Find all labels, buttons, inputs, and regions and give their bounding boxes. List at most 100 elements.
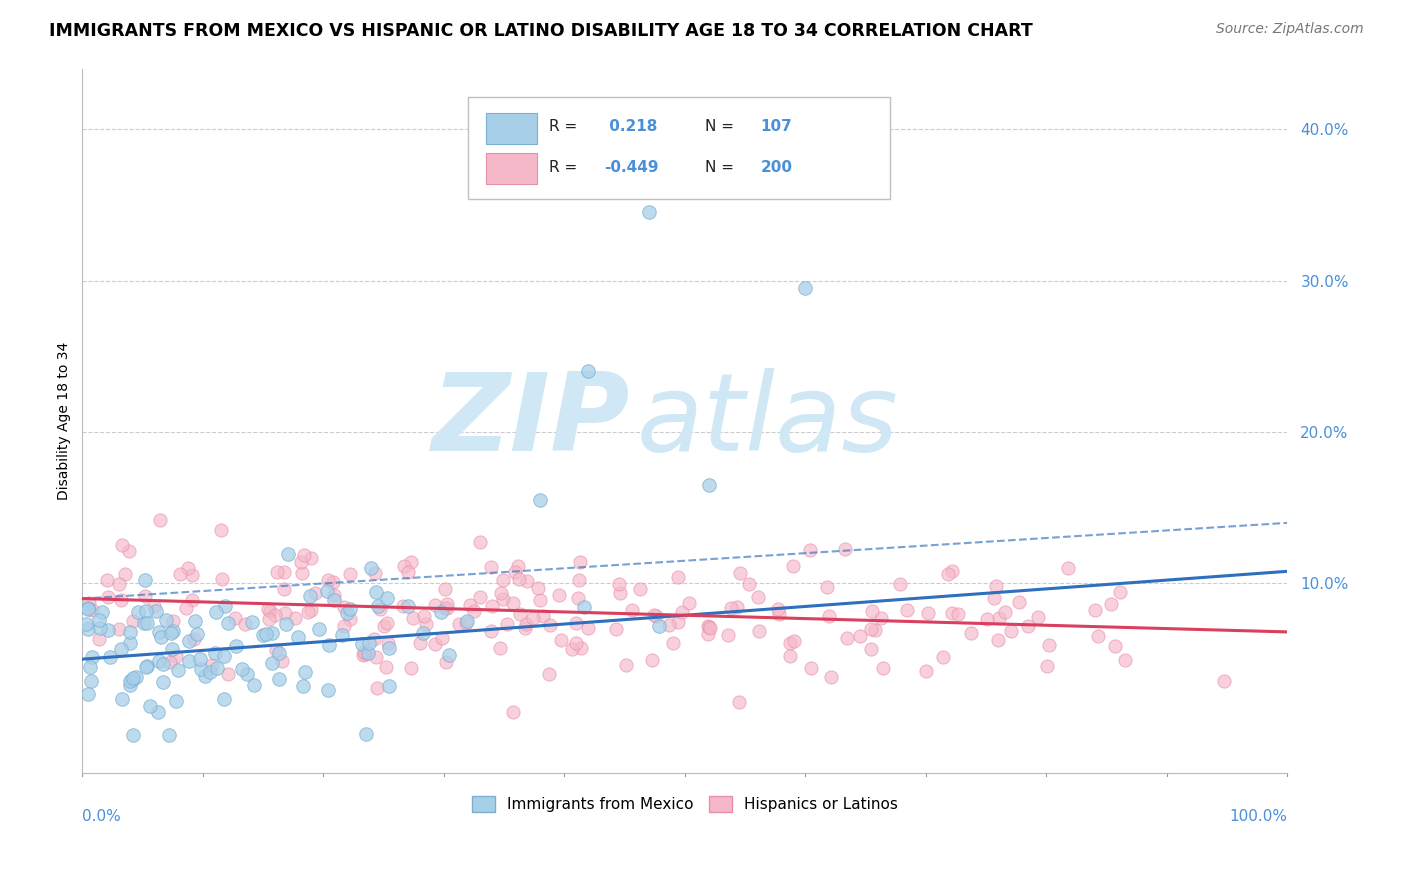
Point [263,608,285,623]
Point [277,547,299,561]
Point [641,652,664,666]
Point [747,591,769,605]
Point [800,661,823,675]
Point [236,667,259,681]
Point [169,567,191,582]
Point [647,619,669,633]
Point [481,624,503,639]
Point [434,601,457,615]
Point [225,639,247,653]
Point [339,612,361,626]
Point [271,654,294,668]
Point [264,642,287,657]
Point [97,624,120,638]
FancyBboxPatch shape [486,113,537,144]
Point [1000,624,1022,638]
Point [860,604,883,618]
Point [96,574,118,588]
Point [412,608,434,623]
Point [165,694,187,708]
Point [352,637,374,651]
Point [489,640,512,655]
Point [367,599,389,614]
Point [77,687,100,701]
Point [139,698,162,713]
Point [889,576,911,591]
Point [294,665,316,679]
Point [1017,619,1039,633]
Text: atlas: atlas [637,368,898,473]
Point [360,561,382,575]
Point [80,674,103,689]
Point [815,580,838,594]
Point [100,649,122,664]
Text: 0.0%: 0.0% [83,809,121,824]
Point [177,561,200,575]
Point [502,596,524,610]
Point [132,615,155,630]
Point [125,670,148,684]
Y-axis label: Disability Age 18 to 34: Disability Age 18 to 34 [58,342,72,500]
Point [352,648,374,663]
Point [872,661,894,675]
Point [565,635,588,649]
Point [728,695,751,709]
Point [322,589,344,603]
Point [308,622,330,636]
Point [914,665,936,679]
Point [717,628,740,642]
Point [121,673,143,688]
Point [454,616,477,631]
Point [375,616,398,631]
Point [77,622,100,636]
Point [214,691,236,706]
Legend: Immigrants from Mexico, Hispanics or Latinos: Immigrants from Mexico, Hispanics or Lat… [465,789,904,818]
Point [148,625,170,640]
Point [201,658,224,673]
Point [267,647,290,661]
Point [502,706,524,720]
Point [1038,639,1060,653]
Point [180,568,202,582]
Point [77,596,100,610]
Point [509,607,531,622]
Text: N =: N = [706,160,740,175]
Point [76,601,98,615]
Point [436,597,458,611]
Point [145,604,167,618]
Point [333,619,356,633]
Point [748,624,770,638]
Point [110,642,132,657]
Point [531,609,554,624]
Point [257,602,280,616]
Point [136,615,159,630]
Text: Source: ZipAtlas.com: Source: ZipAtlas.com [1216,22,1364,37]
Point [432,632,454,646]
Point [609,586,631,600]
Point [159,655,181,669]
Point [481,599,503,614]
Point [479,560,502,574]
Point [984,578,1007,592]
Point [155,613,177,627]
Point [779,636,801,650]
Point [79,660,101,674]
Text: N =: N = [706,120,740,135]
Point [299,603,322,617]
Point [157,728,180,742]
Point [697,626,720,640]
Point [515,616,537,631]
Point [863,624,886,638]
Point [266,565,288,579]
Point [120,635,142,649]
Point [166,663,188,677]
Point [392,599,415,613]
Point [697,478,720,492]
Point [782,558,804,573]
Point [152,674,174,689]
Point [1114,652,1136,666]
Point [298,589,321,603]
Point [699,621,721,635]
Point [425,637,447,651]
Point [165,648,187,663]
